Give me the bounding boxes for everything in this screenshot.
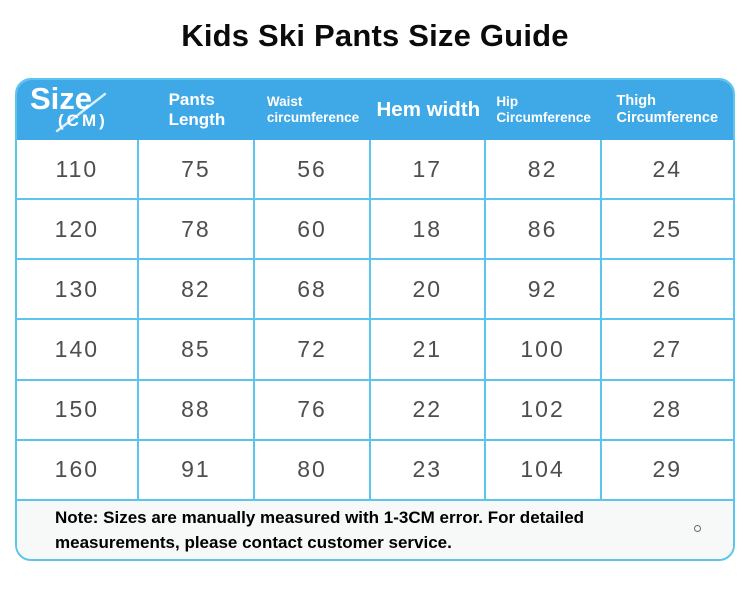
table-row: 160 91 80 23 104 29 (17, 440, 733, 501)
table-cell: 120 (17, 200, 139, 261)
size-label: Size (30, 81, 93, 116)
table-row: 150 88 76 22 102 28 (17, 380, 733, 441)
note-area: Note: Sizes are manually measured with 1… (17, 501, 733, 559)
table-cell: 160 (17, 440, 139, 501)
table-cell: 88 (138, 380, 256, 441)
table-cell: 110 (17, 140, 139, 201)
table-cell: 20 (371, 260, 486, 321)
table-cell: 130 (17, 260, 139, 321)
column-header-label: Thigh Circumference (616, 92, 719, 126)
column-header: Thigh Circumference (602, 80, 733, 140)
table-row: 110 75 56 17 82 24 (17, 140, 733, 201)
table-row: 130 82 68 20 92 26 (17, 260, 733, 321)
table-cell: 91 (138, 440, 256, 501)
note-line-1: Note: Sizes are manually measured with 1… (55, 507, 585, 527)
table-cell: 56 (255, 140, 372, 201)
table-cell: 29 (601, 440, 733, 501)
column-header: Hem width (371, 80, 486, 140)
column-header-label: Hem width (376, 97, 481, 121)
table-cell: 85 (138, 320, 256, 381)
table-cell: 18 (371, 200, 486, 261)
column-header-label: Hip Circumference (496, 94, 591, 125)
size-unit-label: (CM) (58, 111, 108, 130)
table-cell: 78 (138, 200, 256, 261)
table-cell: 27 (601, 320, 733, 381)
table-cell: 72 (255, 320, 372, 381)
table-cell: 86 (485, 200, 602, 261)
note-line-2: measurements, please contact customer se… (55, 533, 452, 552)
column-header-label: Pants Length (168, 89, 226, 129)
table-cell: 23 (371, 440, 486, 501)
table-row: 140 85 72 21 100 27 (17, 320, 733, 381)
table-cell: 22 (371, 380, 486, 441)
table-cell: 21 (371, 320, 486, 381)
table-header-row: Size (CM) Pants Length Waist circumference H… (17, 80, 733, 140)
table-cell: 140 (17, 320, 139, 381)
table-cell: 17 (371, 140, 486, 201)
column-header: Pants Length (139, 80, 255, 140)
size-guide-table: Size (CM) Pants Length Waist circumference H… (15, 78, 735, 561)
small-circle-mark (694, 525, 701, 532)
table-cell: 60 (255, 200, 372, 261)
page-title: Kids Ski Pants Size Guide (181, 18, 569, 53)
table-cell: 82 (138, 260, 256, 321)
table-cell: 102 (485, 380, 602, 441)
table-cell: 92 (485, 260, 602, 321)
table-cell: 104 (485, 440, 602, 501)
table-cell: 80 (255, 440, 372, 501)
column-header: Waist circumference (255, 80, 371, 140)
table-cell: 24 (601, 140, 733, 201)
table-cell: 28 (601, 380, 733, 441)
column-header-label: Waist circumference (266, 94, 360, 125)
diagonal-slash-line (55, 92, 107, 133)
table-cell: 76 (255, 380, 372, 441)
header-size-cell: Size (CM) (17, 80, 139, 140)
table-row: 120 78 60 18 86 25 (17, 200, 733, 261)
table-cell: 82 (485, 140, 602, 201)
table-cell: 68 (255, 260, 372, 321)
table-cell: 75 (138, 140, 256, 201)
column-header: Hip Circumference (486, 80, 602, 140)
table-cell: 26 (601, 260, 733, 321)
table-body: 110 75 56 17 82 24 120 78 60 18 86 25 130 82 68 20 92 26 1… (17, 140, 733, 501)
table-cell: 25 (601, 200, 733, 261)
note-text: Note: Sizes are manually measured with 1… (55, 505, 584, 556)
table-cell: 150 (17, 380, 139, 441)
table-cell: 100 (485, 320, 602, 381)
